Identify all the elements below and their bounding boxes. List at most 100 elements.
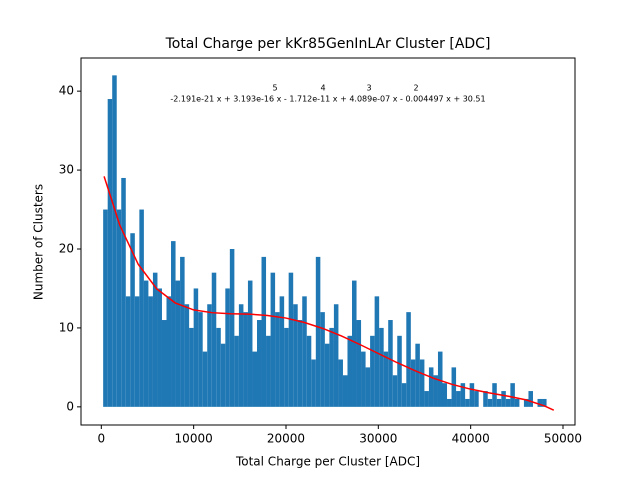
bar: [229, 248, 235, 407]
x-tick-label: 20000: [267, 432, 305, 446]
bar: [107, 99, 113, 407]
bar: [112, 75, 117, 407]
bar: [465, 398, 470, 407]
x-tick-label: 40000: [452, 432, 490, 446]
bar: [279, 296, 285, 407]
bar: [428, 367, 434, 407]
bar: [103, 209, 108, 407]
bar: [483, 391, 488, 407]
plot-frame: [80, 57, 576, 426]
bar: [198, 312, 203, 407]
bar: [202, 351, 208, 407]
fit-exponent: 5: [272, 84, 277, 93]
bar: [356, 320, 362, 407]
fit-line: [103, 176, 555, 411]
bar: [220, 343, 226, 407]
bar: [397, 335, 402, 407]
bar: [469, 383, 475, 407]
bar: [410, 359, 416, 407]
bar: [243, 312, 248, 407]
bar: [284, 327, 289, 407]
fit-equation: -2.191e-21 x + 3.193e-16 x - 1.712e-11 x…: [170, 95, 485, 104]
bar: [542, 398, 547, 407]
bar: [166, 296, 172, 407]
bar: [252, 351, 257, 407]
bar: [211, 272, 217, 407]
bar: [130, 233, 135, 407]
bar: [175, 280, 181, 407]
bar: [306, 335, 312, 407]
bar: [288, 272, 294, 407]
bar: [134, 296, 140, 407]
bar: [193, 288, 199, 407]
x-axis-label: Total Charge per Cluster [ADC]: [235, 455, 420, 469]
bar: [342, 375, 348, 407]
bar: [225, 288, 230, 407]
bar: [302, 296, 307, 407]
bar: [460, 383, 466, 407]
x-tick-label: 0: [97, 432, 105, 446]
bar: [247, 280, 253, 407]
bar: [189, 327, 194, 407]
bar: [361, 351, 366, 407]
bar: [406, 312, 411, 407]
fit-exponent: 2: [413, 84, 418, 93]
bar: [505, 398, 511, 407]
bar: [125, 296, 131, 407]
x-tick-label: 10000: [175, 432, 213, 446]
chart-title: Total Charge per kKr85GenInLAr Cluster […: [165, 36, 491, 52]
bar: [487, 398, 493, 407]
bar: [143, 280, 149, 407]
bar: [139, 209, 144, 407]
fit-exponent: 3: [366, 84, 371, 93]
bar: [293, 304, 298, 407]
bar: [383, 351, 389, 407]
bar: [419, 359, 425, 407]
bar: [320, 312, 325, 407]
y-tick-label: 30: [59, 163, 74, 177]
bar: [238, 304, 244, 407]
bar: [501, 391, 506, 407]
bar: [234, 335, 239, 407]
bar: [523, 398, 529, 407]
bar: [352, 280, 357, 407]
bar: [510, 383, 515, 407]
bar: [270, 272, 276, 407]
bar: [474, 391, 479, 407]
x-tick-label: 30000: [359, 432, 397, 446]
x-tick-label: 50000: [544, 432, 582, 446]
bar: [528, 391, 533, 407]
bar: [365, 367, 371, 407]
bar: [392, 375, 398, 407]
bar: [333, 304, 339, 407]
bar: [261, 256, 267, 407]
bar: [415, 343, 420, 407]
bar: [537, 398, 543, 407]
bar: [275, 312, 280, 407]
bar: [171, 241, 176, 407]
bar: [216, 327, 221, 407]
bar: [180, 256, 185, 407]
bar: [370, 335, 375, 407]
bar: [161, 320, 167, 407]
bar: [157, 288, 162, 407]
bar: [315, 256, 321, 407]
bar: [456, 391, 461, 407]
bar: [184, 304, 190, 407]
bar: [338, 359, 343, 407]
bar: [374, 296, 380, 407]
bar: [447, 398, 452, 407]
bar: [379, 327, 384, 407]
bar: [121, 177, 126, 407]
bar: [256, 320, 262, 407]
bar: [451, 367, 457, 407]
bar: [514, 398, 520, 407]
bar: [329, 327, 334, 407]
bar: [437, 351, 443, 407]
bar: [496, 398, 502, 407]
bar: [207, 304, 212, 407]
bar: [311, 359, 316, 407]
